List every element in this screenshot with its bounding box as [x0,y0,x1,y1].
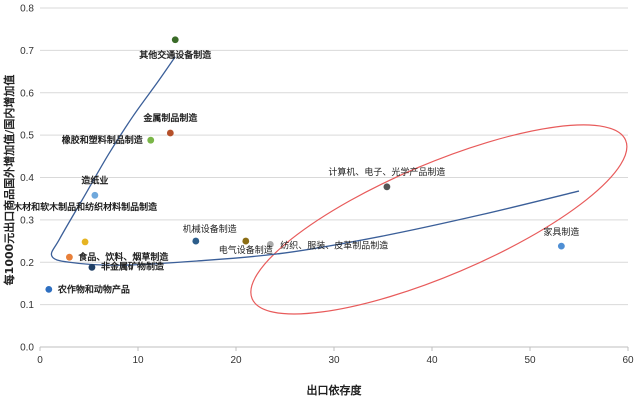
data-point [45,285,53,293]
y-tick-label: 0.2 [20,258,34,269]
data-point [242,237,250,245]
x-tick-label: 50 [524,355,536,366]
point-label: 非金属矿物制造 [101,260,165,272]
point-label: 农作物和动物产品 [57,283,130,295]
gridlines [40,7,628,348]
x-tick-label: 30 [328,355,340,366]
point-label: 木材和软木制品和纺织材料制品制造 [12,201,158,213]
point-label: 计算机、电子、光学产品制造 [328,166,445,178]
trend-curve [50,56,580,266]
point-label: 食品、饮料、烟草制造 [77,251,169,263]
axes: 0.0 0.1 0.2 0.3 0.4 0.5 0.6 0.7 0.8 0 10 20 30 40 50 60 [20,4,634,367]
point-label: 纺织、服装、皮革制品制造 [280,239,388,251]
data-point [91,191,99,199]
data-point [66,253,73,261]
x-tick-label: 0 [37,355,43,366]
data-point [266,241,274,248]
y-tick-label: 0.3 [20,215,34,226]
point-label: 其他交通设备制造 [139,49,212,61]
data-point [192,237,200,245]
data-point [147,136,155,144]
points-layer [45,36,565,293]
data-point [166,129,174,137]
y-tick-label: 0.1 [20,300,34,311]
y-tick-label: 0.0 [20,343,34,354]
data-point [88,263,96,271]
data-point [81,238,89,246]
y-tick-label: 0.4 [20,173,34,184]
highlight-ellipse [250,124,628,315]
y-tick-label: 0.6 [20,88,34,99]
y-tick-label: 0.5 [20,131,34,142]
point-label: 机械设备制造 [183,223,237,235]
data-point [383,183,391,191]
x-tick-label: 40 [426,355,438,366]
point-label: 金属制品制造 [142,112,198,124]
point-label: 家具制造 [543,226,579,238]
data-point [171,36,179,44]
x-tick-label: 10 [132,355,144,366]
point-label: 电气设备制造 [219,244,273,256]
x-tick-label: 20 [230,355,242,366]
x-tick-label: 60 [622,355,634,366]
y-axis-title: 每1000元出口商品国外增加值/国内增加值 [2,75,16,286]
y-tick-label: 0.8 [20,4,34,15]
point-label: 造纸业 [81,174,108,186]
x-axis-title: 出口依存度 [307,383,363,397]
point-label: 橡胶和塑料制品制造 [62,134,144,146]
trend-layer [50,56,628,315]
data-point [557,242,565,250]
y-tick-label: 0.7 [20,46,34,57]
point-labels-layer: 其他交通设备制造金属制品制造橡胶和塑料制品制造计算机、电子、光学产品制造造纸业木… [12,49,579,296]
